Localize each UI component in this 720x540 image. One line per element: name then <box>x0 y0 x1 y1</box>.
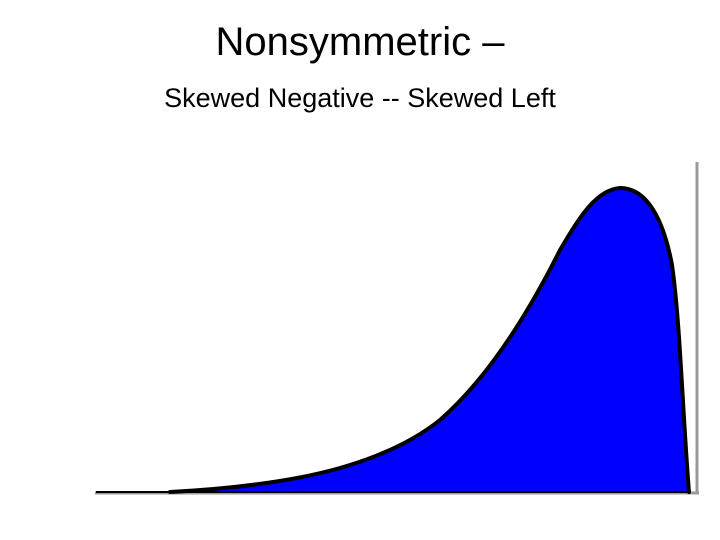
slide-subtitle: Skewed Negative -- Skewed Left <box>164 83 556 113</box>
slide-title: Nonsymmetric – <box>215 20 505 64</box>
distribution-area <box>170 188 689 492</box>
distribution-curve <box>168 186 691 494</box>
